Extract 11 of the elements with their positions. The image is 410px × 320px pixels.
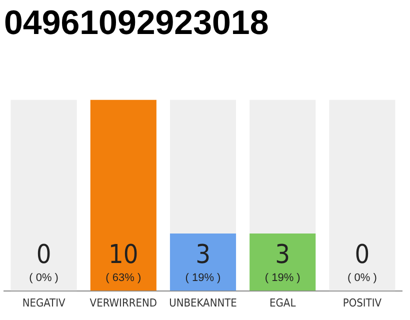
x-tick-label: NEGATIV — [22, 296, 66, 310]
annotation: 0 ( 0% ) — [29, 240, 58, 284]
x-tick-label: VERWIRREND — [90, 296, 158, 310]
chart-title: 04961092923018 — [4, 4, 269, 42]
x-tick-label: EGAL — [270, 296, 296, 310]
data-label: 3 ( 19% ) — [185, 240, 221, 284]
x-tick-label: UNBEKANNTE — [169, 296, 237, 310]
annotation: 0 ( 0% ) — [348, 240, 377, 284]
x-tick-label: POSITIV — [342, 296, 382, 310]
data-label: 3 ( 19% ) — [264, 240, 300, 284]
data-label: 10 ( 63% ) — [106, 240, 142, 284]
